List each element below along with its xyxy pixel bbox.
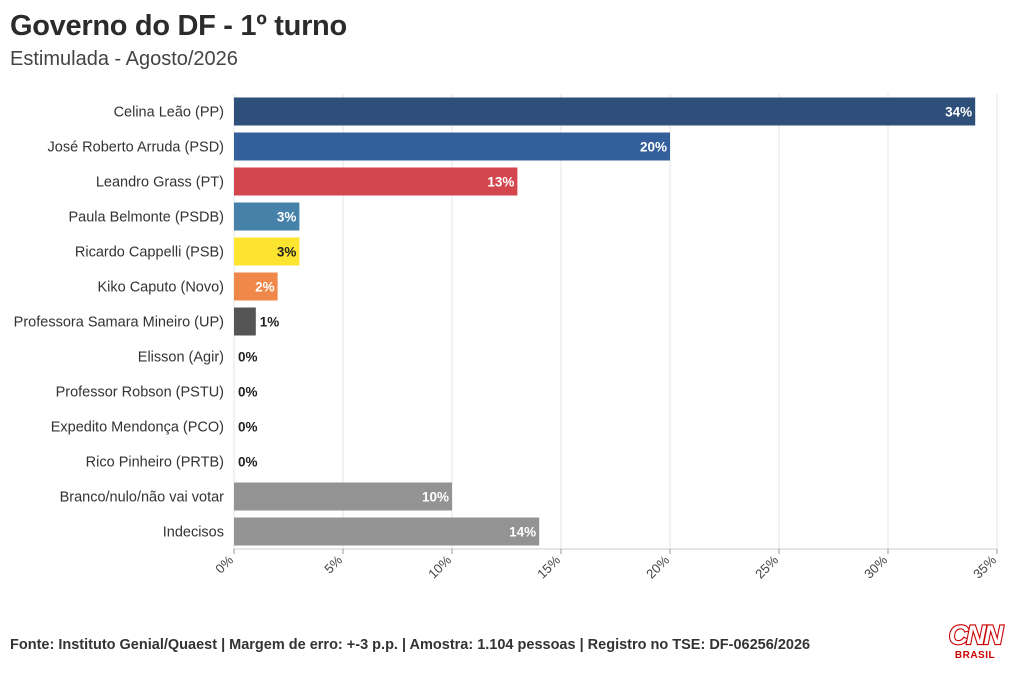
category-label: Kiko Caputo (Novo) xyxy=(97,280,224,296)
cnn-logo-sub: BRASIL xyxy=(954,650,996,661)
value-label: 0% xyxy=(238,420,258,435)
category-label: Elisson (Agir) xyxy=(138,350,224,366)
value-label: 2% xyxy=(255,280,275,295)
x-tick-label: 35% xyxy=(970,552,999,581)
bar xyxy=(234,167,518,196)
category-label: Professora Samara Mineiro (UP) xyxy=(14,315,224,331)
category-label: Indecisos xyxy=(163,525,224,541)
value-label: 34% xyxy=(945,105,972,120)
x-tick-label: 15% xyxy=(534,552,563,581)
bar xyxy=(234,202,300,231)
bar-chart: Celina Leão (PP) 34% José Roberto Arruda (… xyxy=(14,94,999,582)
x-tick-label: 5% xyxy=(321,552,345,576)
category-label: Expedito Mendonça (PCO) xyxy=(51,420,224,436)
x-tick-label: 30% xyxy=(861,552,890,581)
x-tick-label: 10% xyxy=(425,552,454,581)
category-label: Leandro Grass (PT) xyxy=(96,175,224,191)
category-label: Branco/nulo/não vai votar xyxy=(60,490,225,506)
bar xyxy=(234,97,976,126)
value-label: 0% xyxy=(238,385,258,400)
source-footnote: Fonte: Instituto Genial/Quaest | Margem … xyxy=(10,637,811,653)
x-tick-label: 0% xyxy=(212,552,236,576)
value-label: 3% xyxy=(277,245,297,260)
value-label: 14% xyxy=(509,525,536,540)
chart-subtitle: Estimulada - Agosto/2026 xyxy=(10,48,238,70)
bar xyxy=(234,237,300,266)
bar xyxy=(234,482,452,511)
value-label: 10% xyxy=(422,490,449,505)
value-label: 3% xyxy=(277,210,297,225)
bar xyxy=(234,307,256,336)
category-label: Professor Robson (PSTU) xyxy=(56,385,224,401)
category-label: Paula Belmonte (PSDB) xyxy=(68,210,224,226)
value-label: 1% xyxy=(260,315,280,330)
bar xyxy=(234,132,670,161)
category-label: Rico Pinheiro (PRTB) xyxy=(86,455,224,471)
category-label: Celina Leão (PP) xyxy=(114,105,224,121)
cnn-brasil-logo: CNN BRASIL xyxy=(944,619,1006,664)
x-tick-label: 20% xyxy=(643,552,672,581)
bar xyxy=(234,517,540,546)
value-label: 13% xyxy=(487,175,514,190)
bar xyxy=(234,272,278,301)
value-label: 20% xyxy=(640,140,667,155)
category-label: José Roberto Arruda (PSD) xyxy=(48,140,225,156)
value-label: 0% xyxy=(238,455,258,470)
x-tick-label: 25% xyxy=(752,552,781,581)
category-label: Ricardo Cappelli (PSB) xyxy=(75,245,224,261)
chart-title: Governo do DF - 1º turno xyxy=(10,10,347,42)
cnn-logo-mark: CNN xyxy=(948,619,1005,651)
value-label: 0% xyxy=(238,350,258,365)
